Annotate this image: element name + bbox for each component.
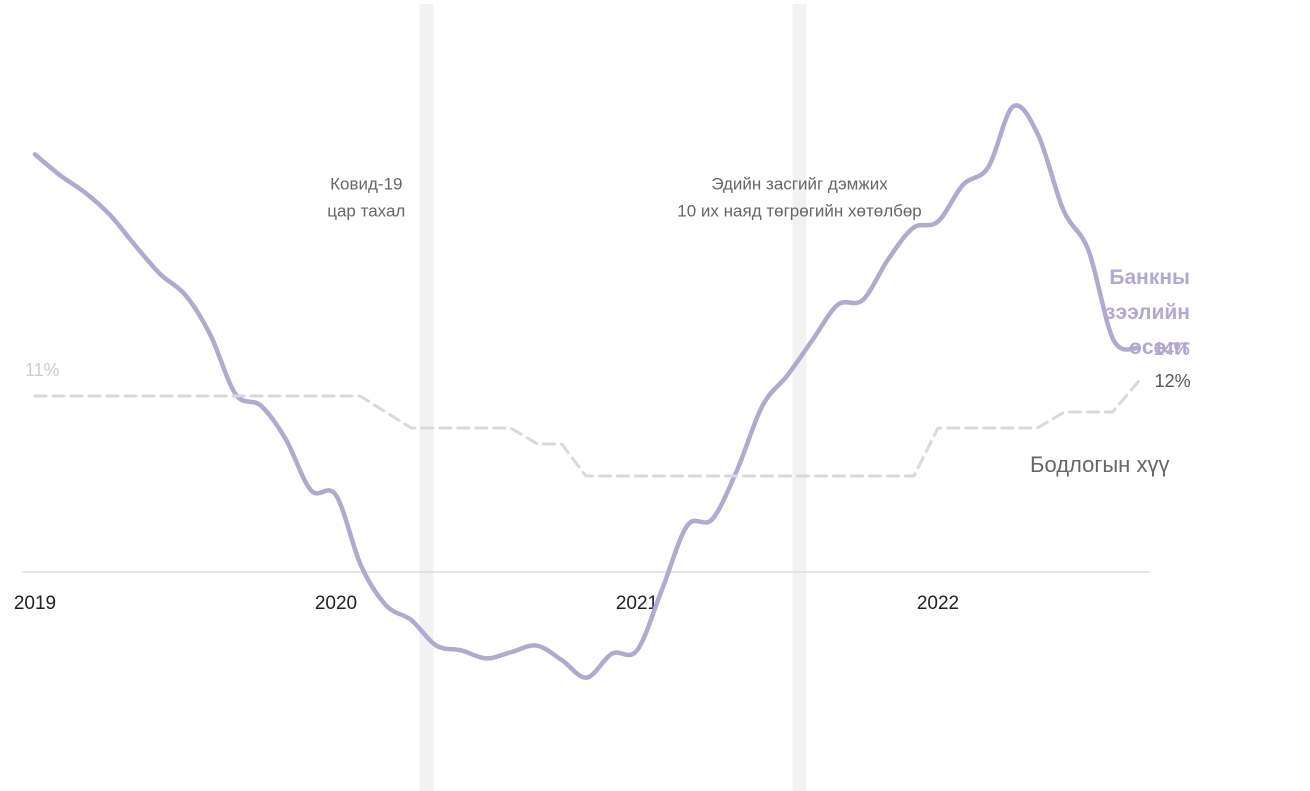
value-label: 12% <box>1155 371 1191 391</box>
x-tick-label: 2021 <box>616 593 658 614</box>
event-band <box>419 4 434 791</box>
event-band <box>792 4 807 791</box>
x-tick-label: 2019 <box>14 593 56 614</box>
annotation-text: 10 их наяд төгрөгийн хөтөлбөр <box>677 201 921 220</box>
annotation-text: Эдийн засгийг дэмжих <box>711 174 888 193</box>
series-line <box>32 103 1142 680</box>
x-tick-label: 2020 <box>315 593 357 614</box>
annotation-text: цар тахал <box>327 201 405 220</box>
value-label: 11% <box>25 360 60 380</box>
series-line <box>33 378 1142 478</box>
loan-series-label: Банкны зээлийн өсөлт <box>1105 266 1190 359</box>
policy-series-label: Бодлогын хүү <box>1030 452 1170 477</box>
annotation-text: Ковид-19 <box>330 174 402 193</box>
value-label: 14% <box>1154 339 1190 359</box>
x-tick-label: 2022 <box>917 593 959 614</box>
